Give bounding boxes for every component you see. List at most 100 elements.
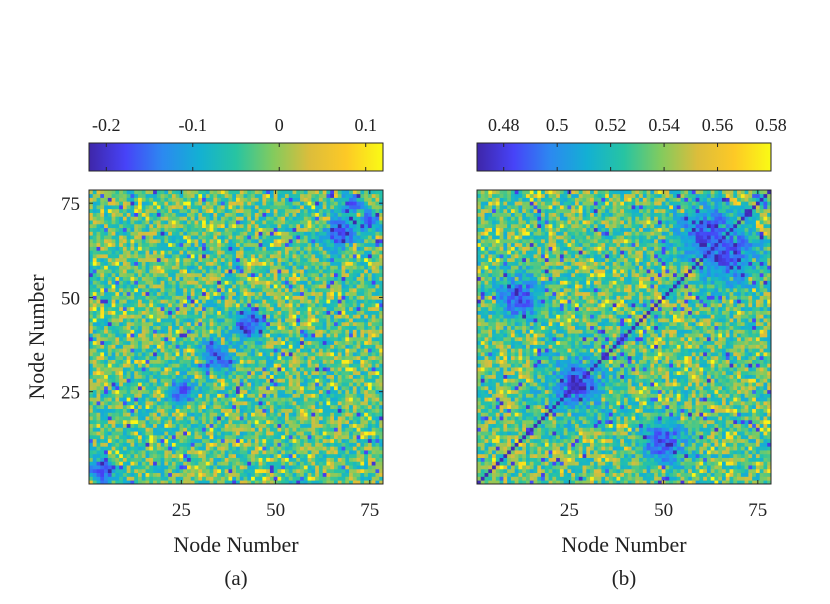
heatmap-cell (296, 453, 301, 458)
heatmap-cell (119, 197, 124, 202)
heatmap-cell (311, 344, 316, 349)
heatmap-cell (224, 453, 229, 458)
heatmap-cell (285, 401, 290, 406)
heatmap-cell (179, 261, 184, 266)
heatmap-cell (307, 239, 312, 244)
heatmap-cell (273, 220, 278, 225)
heatmap-cell (145, 408, 150, 413)
heatmap-cell (141, 431, 146, 436)
heatmap-cell (224, 246, 229, 251)
heatmap-cell (141, 382, 146, 387)
heatmap-cell (187, 476, 192, 481)
heatmap-cell (288, 453, 293, 458)
heatmap-cell (281, 257, 286, 262)
heatmap-cell (100, 303, 105, 308)
heatmap-cell (92, 416, 97, 421)
heatmap-cell (96, 465, 101, 470)
heatmap-cell (239, 220, 244, 225)
heatmap-cell (262, 269, 267, 274)
heatmap-cell (269, 352, 275, 357)
heatmap-cell (119, 299, 124, 304)
heatmap-cell (107, 318, 112, 323)
heatmap-cell (126, 276, 131, 281)
heatmap-cell (149, 190, 154, 195)
heatmap-cell (236, 363, 241, 368)
heatmap-cell (202, 382, 207, 387)
heatmap-cell (111, 318, 116, 323)
heatmap-cell (92, 393, 97, 398)
heatmap-cell (326, 337, 331, 342)
heatmap-cell (138, 246, 143, 251)
heatmap-cell (126, 190, 131, 195)
heatmap-cell (239, 446, 244, 451)
heatmap-cell (92, 250, 97, 255)
heatmap-cell (326, 367, 331, 372)
heatmap-cell (104, 382, 109, 387)
heatmap-cell (318, 465, 324, 470)
heatmap-cell (247, 223, 252, 229)
heatmap-cell (202, 352, 207, 357)
heatmap-cell (258, 465, 263, 470)
heatmap-cell (126, 216, 131, 221)
heatmap-cell (100, 367, 105, 372)
heatmap-cell (179, 472, 184, 477)
heatmap-cell (175, 288, 180, 293)
heatmap-cell (153, 306, 158, 311)
heatmap-cell (296, 355, 301, 360)
heatmap-cell (232, 352, 237, 357)
heatmap-cell (258, 272, 263, 278)
heatmap-cell (111, 476, 116, 481)
heatmap-cell (311, 386, 316, 391)
heatmap-cell (202, 197, 207, 202)
heatmap-cell (96, 378, 101, 383)
heatmap-cell (239, 453, 244, 458)
heatmap-cell (288, 416, 293, 421)
heatmap-cell (292, 389, 297, 394)
heatmap-cell (262, 427, 267, 432)
heatmap-cell (111, 453, 116, 458)
heatmap-cell (273, 457, 278, 462)
heatmap-cell (254, 404, 259, 409)
heatmap-cell (239, 468, 244, 474)
heatmap-cell (288, 435, 293, 440)
heatmap-cell (96, 269, 101, 274)
heatmap-cell (281, 438, 286, 443)
heatmap-cell (318, 427, 324, 432)
heatmap-cell (273, 208, 278, 213)
heatmap-cell (232, 419, 237, 425)
heatmap-cell (187, 427, 192, 432)
heatmap-cell (236, 231, 241, 236)
heatmap-cell (156, 246, 161, 251)
heatmap-cell (300, 250, 305, 255)
heatmap-cell (171, 367, 177, 372)
heatmap-cell (220, 303, 226, 308)
heatmap-cell (262, 299, 267, 304)
heatmap-cell (160, 340, 165, 345)
heatmap-cell (138, 472, 143, 477)
heatmap-cell (119, 472, 124, 477)
heatmap-cell (307, 476, 312, 481)
heatmap-cell (217, 348, 222, 353)
heatmap-cell (315, 265, 320, 270)
heatmap-cell (104, 340, 109, 345)
heatmap-cell (296, 412, 301, 417)
heatmap-cell (247, 310, 252, 315)
heatmap-cell (300, 480, 305, 485)
heatmap-cell (156, 205, 161, 210)
heatmap-cell (266, 344, 271, 349)
heatmap-cell (300, 280, 305, 285)
heatmap-cell (232, 386, 237, 391)
heatmap-cell (122, 480, 128, 485)
heatmap-cell (198, 367, 203, 372)
heatmap-cell (194, 246, 199, 251)
heatmap-cell (145, 265, 150, 270)
heatmap-cell (307, 231, 312, 236)
heatmap-cell (288, 401, 293, 406)
heatmap-cell (145, 216, 150, 221)
heatmap-cell (194, 329, 199, 334)
heatmap-cell (243, 472, 248, 477)
heatmap-cell (168, 389, 173, 394)
heatmap-cell (288, 378, 293, 383)
heatmap-cell (236, 461, 241, 466)
heatmap-cell (115, 401, 120, 406)
